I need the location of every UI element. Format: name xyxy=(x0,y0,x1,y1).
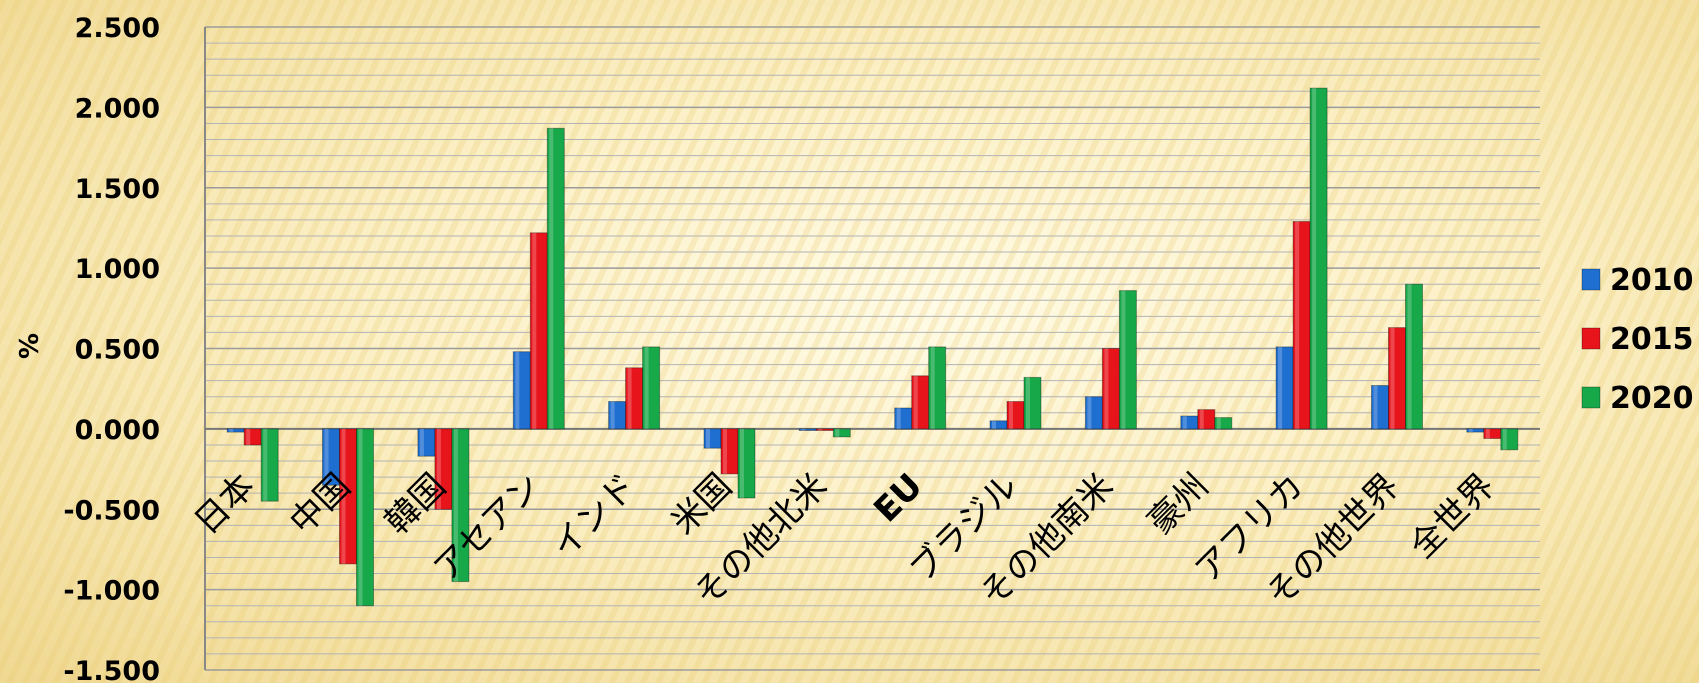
bar-2020 xyxy=(1118,290,1137,430)
y-tick-label: 1.500 xyxy=(75,174,160,205)
bar-highlight xyxy=(1199,409,1204,429)
bar-2020 xyxy=(1023,376,1042,430)
bar-highlight xyxy=(992,420,996,429)
legend: 2010 2015 2020 xyxy=(1581,263,1694,416)
legend-label-2010: 2010 xyxy=(1610,263,1694,298)
bar-2020 xyxy=(1405,283,1423,430)
y-tick-labels: 2.500 2.000 1.500 1.000 0.500 0.000 -0.500 -1.0… xyxy=(63,13,160,683)
bar-2020 xyxy=(1309,87,1328,430)
bar-highlight xyxy=(229,428,234,433)
bar-highlight xyxy=(818,428,823,431)
legend-swatch-2010 xyxy=(1581,268,1601,291)
y-tick-label: -0.500 xyxy=(63,495,160,526)
bar-highlight xyxy=(324,428,329,486)
bar-highlight xyxy=(610,401,615,429)
bar-highlight xyxy=(801,428,806,431)
bar-highlight xyxy=(930,346,935,429)
y-tick-label: -1.500 xyxy=(63,656,160,683)
y-tick-label: 0.500 xyxy=(75,335,160,366)
legend-label-2020: 2020 xyxy=(1610,381,1694,416)
bar-highlight xyxy=(913,375,918,429)
bar-highlight xyxy=(436,428,441,510)
bar-highlight xyxy=(1216,417,1221,429)
bar-highlight xyxy=(532,232,537,429)
bar-highlight xyxy=(246,428,251,445)
bar-2020 xyxy=(928,346,947,430)
bar-highlight xyxy=(1009,401,1013,429)
bars xyxy=(226,87,1519,607)
y-tick-label: 2.000 xyxy=(75,93,160,124)
bar-highlight xyxy=(706,428,710,449)
bar-highlight xyxy=(1373,385,1378,429)
bar-highlight xyxy=(1390,327,1395,429)
bar-highlight xyxy=(453,428,458,582)
y-axis-label: % xyxy=(15,333,45,359)
bar-highlight xyxy=(740,428,744,498)
bar-2020 xyxy=(642,346,661,430)
bar-highlight xyxy=(723,428,727,474)
bar-highlight xyxy=(1312,88,1317,429)
bar-2020 xyxy=(832,428,851,438)
legend-swatch-2015 xyxy=(1581,327,1601,350)
bar-2020 xyxy=(1214,417,1233,430)
bar-highlight xyxy=(1485,428,1490,439)
y-tick-label: 2.500 xyxy=(75,13,160,44)
legend-swatch-2020 xyxy=(1581,386,1601,409)
bar-highlight xyxy=(1278,346,1283,429)
bar-highlight xyxy=(1502,428,1507,450)
bar-highlight xyxy=(263,428,268,502)
bar-2020 xyxy=(737,428,756,499)
bar-2020 xyxy=(451,428,470,583)
y-tick-label: 1.000 xyxy=(75,254,160,285)
bar-highlight xyxy=(1087,396,1092,429)
bar-2020 xyxy=(546,127,565,430)
bar-highlight xyxy=(835,428,840,437)
bar-highlight xyxy=(1182,416,1187,429)
bar-2020 xyxy=(1500,428,1519,451)
bar-highlight xyxy=(419,428,424,457)
bar-highlight xyxy=(644,346,649,429)
y-tick-label: -1.000 xyxy=(63,576,160,607)
bar-highlight xyxy=(1026,377,1030,429)
bar-highlight xyxy=(896,408,901,429)
bar-highlight xyxy=(515,351,520,429)
bar-highlight xyxy=(358,428,363,606)
bar-highlight xyxy=(1121,290,1126,429)
bar-highlight xyxy=(1295,221,1300,429)
bar-highlight xyxy=(1407,284,1412,429)
bar-2020 xyxy=(356,428,374,607)
y-tick-label: 0.000 xyxy=(75,415,160,446)
bar-highlight xyxy=(341,428,346,564)
bar-2020 xyxy=(260,428,279,502)
bar-highlight xyxy=(1468,428,1473,433)
bar-highlight xyxy=(627,367,632,429)
bar-highlight xyxy=(549,128,554,429)
bar-highlight xyxy=(1104,348,1109,429)
legend-label-2015: 2015 xyxy=(1610,322,1694,357)
gridlines xyxy=(205,26,1540,671)
